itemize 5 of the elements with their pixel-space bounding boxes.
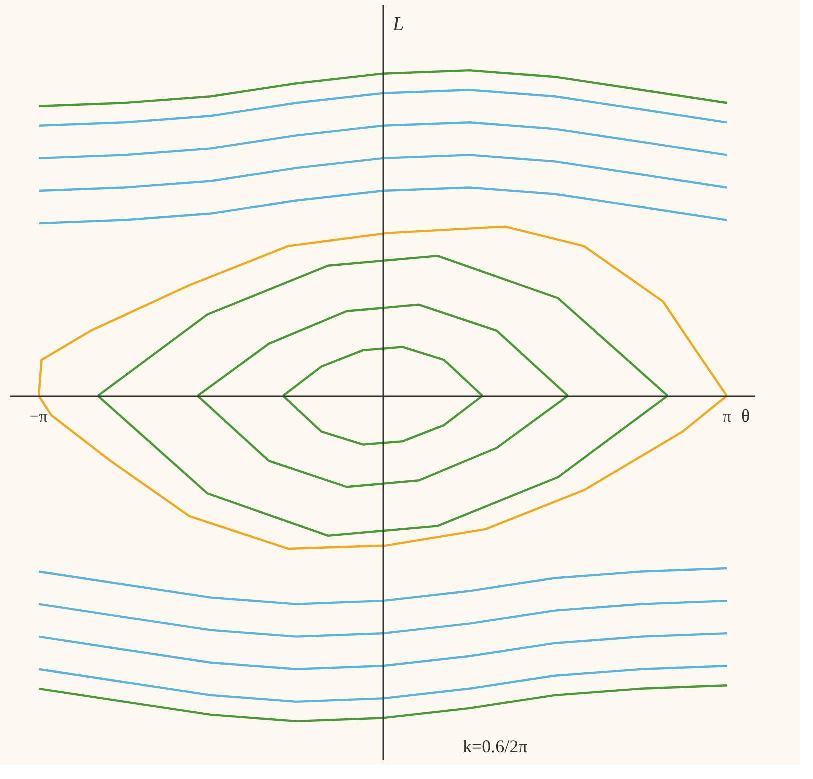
x-tick-label: π: [722, 407, 732, 426]
x-tick-label: −π: [30, 407, 48, 426]
y-axis-title: L: [392, 14, 404, 36]
text: k=0.6/2π: [463, 736, 528, 756]
x-axis-title: θ: [742, 406, 750, 426]
